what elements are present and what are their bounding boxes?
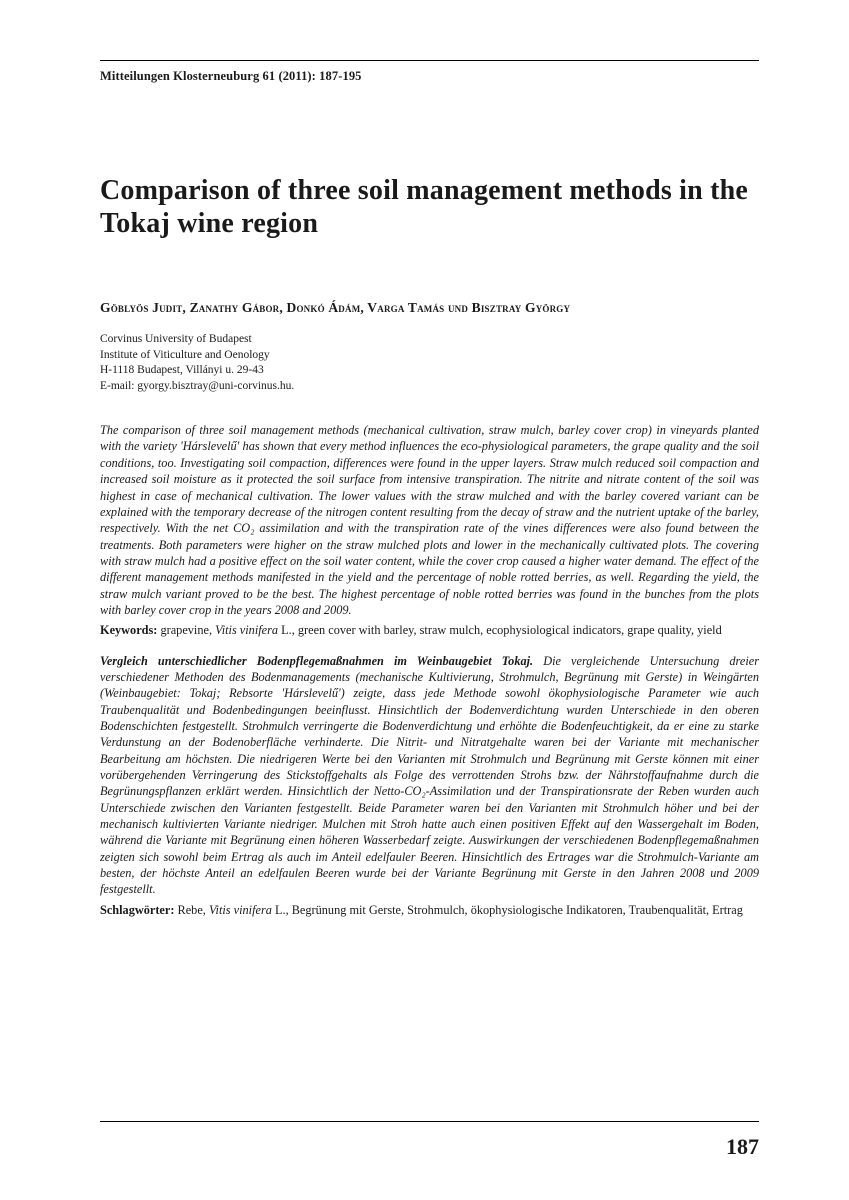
page-container: Mitteilungen Klosterneuburg 61 (2011): 1… (0, 0, 849, 1200)
abstract-german: Vergleich unterschiedlicher Bodenpflegem… (100, 653, 759, 898)
abstract-de-title: Vergleich unterschiedlicher Bodenpflegem… (100, 654, 533, 668)
keywords-de-latin: Vitis vinifera (209, 903, 272, 917)
affil-institution: Corvinus University of Budapest (100, 332, 759, 348)
abstract-en-body: The comparison of three soil management … (100, 423, 759, 617)
top-rule (100, 60, 759, 61)
keywords-en-latin: Vitis vinifera (215, 623, 278, 637)
keywords-en-label: Keywords: (100, 623, 157, 637)
affiliation-block: Corvinus University of Budapest Institut… (100, 332, 759, 394)
page-number: 187 (726, 1134, 759, 1160)
abstract-english: The comparison of three soil management … (100, 422, 759, 618)
affil-email: E-mail: gyorgy.bisztray@uni-corvinus.hu. (100, 379, 759, 395)
abstract-de-body: Die vergleichende Untersuchung dreier ve… (100, 654, 759, 897)
keywords-de-pre: Rebe, (174, 903, 209, 917)
keywords-en-post: L., green cover with barley, straw mulch… (278, 623, 722, 637)
keywords-de-label: Schlagwörter: (100, 903, 174, 917)
affil-dept: Institute of Viticulture and Oenology (100, 348, 759, 364)
authors-line: Göblyös Judit, Zanathy Gábor, Donkó Ádám… (100, 300, 759, 316)
keywords-de-post: L., Begrünung mit Gerste, Strohmulch, ök… (272, 903, 743, 917)
article-title: Comparison of three soil management meth… (100, 174, 759, 240)
keywords-en-line: Keywords: grapevine, Vitis vinifera L., … (100, 622, 759, 638)
affil-address: H-1118 Budapest, Villányi u. 29-43 (100, 363, 759, 379)
keywords-de-line: Schlagwörter: Rebe, Vitis vinifera L., B… (100, 902, 759, 918)
running-head: Mitteilungen Klosterneuburg 61 (2011): 1… (100, 69, 759, 84)
keywords-en-pre: grapevine, (157, 623, 215, 637)
bottom-rule (100, 1121, 759, 1122)
